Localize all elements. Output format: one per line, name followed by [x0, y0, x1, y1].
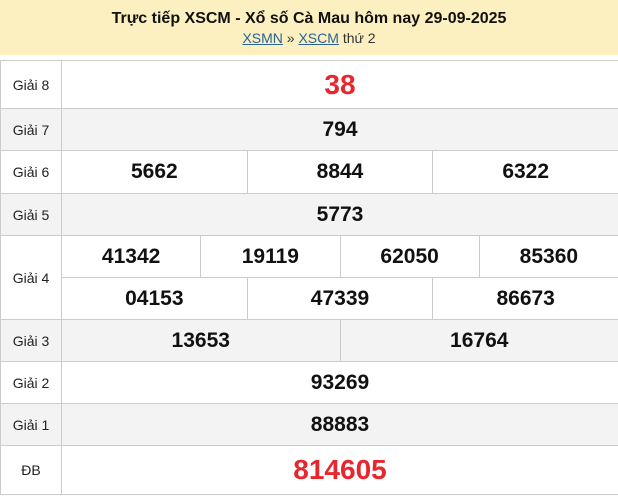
prize-number: 47339	[246, 278, 433, 319]
breadcrumb-separator: »	[286, 30, 295, 46]
prize-label: Giải 3	[1, 320, 62, 361]
prize-row: Giải 7 794	[1, 109, 618, 151]
prize-number: 38	[324, 68, 356, 100]
prize-label: Giải 1	[1, 404, 62, 445]
prize-row: Giải 8 38	[1, 61, 618, 109]
breadcrumb-xscm-link[interactable]: XSCM	[298, 30, 339, 46]
prize-number: 5773	[316, 202, 364, 226]
prize-number: 794	[322, 117, 358, 141]
prize-label: Giải 2	[1, 362, 62, 403]
prize-label: Giải 6	[1, 151, 62, 193]
prize-label: ĐB	[1, 446, 62, 494]
page-header: Trực tiếp XSCM - Xổ số Cà Mau hôm nay 29…	[0, 0, 618, 55]
prize-number: 86673	[432, 278, 618, 319]
prize-label: Giải 7	[1, 109, 62, 150]
page-title: Trực tiếp XSCM - Xổ số Cà Mau hôm nay 29…	[111, 10, 507, 27]
breadcrumb-day: thứ 2	[342, 30, 376, 46]
prize-label: Giải 8	[1, 61, 62, 108]
prize-number: 04153	[125, 286, 184, 310]
prize-row: Giải 4 41342 19119 62050 85360 04153 47339 8667…	[1, 236, 618, 320]
prize-number: 13653	[171, 328, 230, 352]
prize-number: 16764	[339, 320, 618, 361]
prize-number: 5662	[130, 160, 178, 183]
prize-row: Giải 3 13653 16764	[1, 320, 618, 362]
prize-number: 85360	[478, 236, 618, 277]
prize-number: 88883	[310, 412, 370, 436]
prize-number: 19119	[200, 236, 339, 277]
prize-number: 62050	[339, 236, 479, 277]
prize-row: Giải 5 5773	[1, 194, 618, 236]
prize-label: Giải 5	[1, 194, 62, 235]
breadcrumb: XSMN » XSCM thứ 2	[0, 29, 618, 47]
prize-row: Giải 1 88883	[1, 404, 618, 446]
breadcrumb-xsmn-link[interactable]: XSMN	[242, 30, 283, 46]
prize-row: Giải 2 93269	[1, 362, 618, 404]
prize-row: Giải 6 5662 8844 6322	[1, 151, 618, 194]
results-table: Giải 8 38 Giải 7 794 Giải 6 5662 8844 6322 Giải …	[0, 60, 618, 495]
prize-number: 814605	[293, 454, 387, 485]
prize-row: ĐB 814605	[1, 446, 618, 495]
prize-label: Giải 4	[1, 236, 62, 319]
prize-number: 93269	[310, 370, 370, 394]
prize-number: 8844	[246, 151, 433, 193]
prize-number: 6322	[432, 151, 618, 193]
prize-number: 41342	[101, 244, 161, 268]
